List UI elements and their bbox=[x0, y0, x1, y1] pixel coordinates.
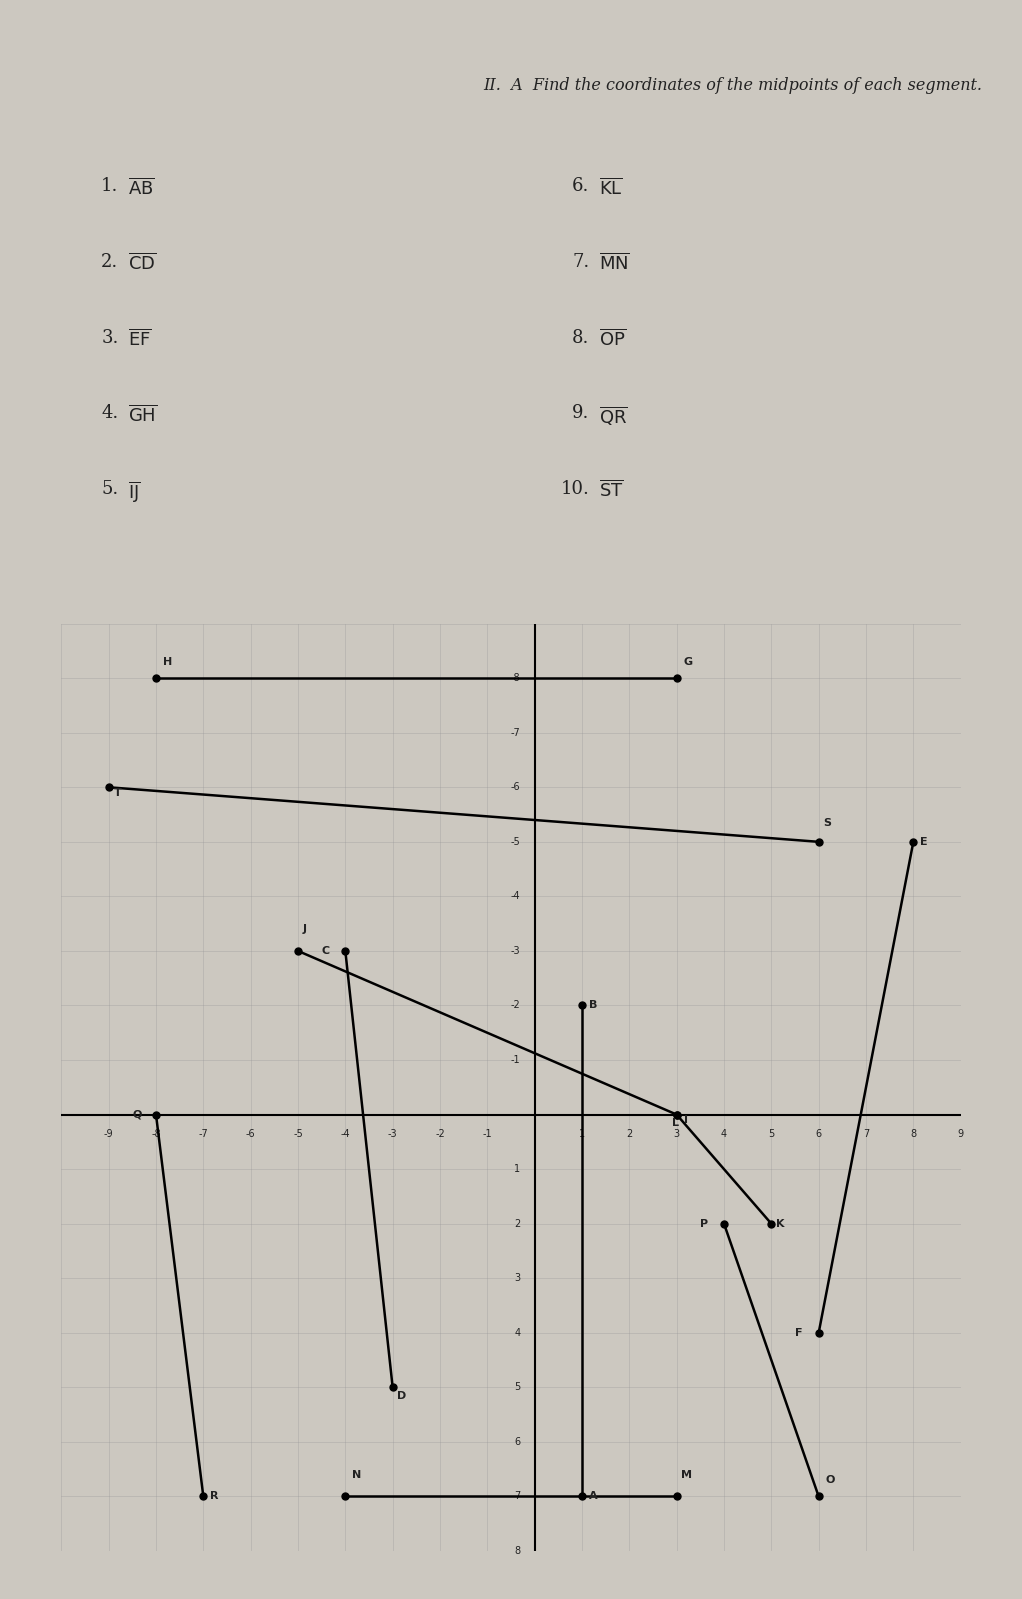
Text: 6.: 6. bbox=[572, 177, 590, 195]
Text: E: E bbox=[921, 836, 928, 847]
Text: -5: -5 bbox=[511, 836, 520, 847]
Text: I: I bbox=[684, 1115, 688, 1126]
Text: -8: -8 bbox=[151, 1129, 160, 1138]
Text: 2.: 2. bbox=[101, 253, 119, 272]
Text: 1.: 1. bbox=[101, 177, 119, 195]
Text: 4.: 4. bbox=[101, 405, 119, 422]
Text: 5.: 5. bbox=[101, 480, 119, 497]
Text: N: N bbox=[353, 1469, 362, 1479]
Text: R: R bbox=[211, 1492, 219, 1501]
Text: $\overline{\rm GH}$: $\overline{\rm GH}$ bbox=[129, 405, 157, 425]
Text: K: K bbox=[776, 1218, 785, 1228]
Text: A: A bbox=[589, 1492, 598, 1501]
Text: 4: 4 bbox=[721, 1129, 727, 1138]
Text: 7: 7 bbox=[863, 1129, 869, 1138]
Text: 4: 4 bbox=[514, 1327, 520, 1338]
Text: 3.: 3. bbox=[101, 329, 119, 347]
Text: 9: 9 bbox=[958, 1129, 964, 1138]
Text: M: M bbox=[682, 1469, 693, 1479]
Text: -4: -4 bbox=[340, 1129, 351, 1138]
Text: 1: 1 bbox=[578, 1129, 585, 1138]
Text: 6: 6 bbox=[816, 1129, 822, 1138]
Text: $\overline{\rm KL}$: $\overline{\rm KL}$ bbox=[599, 177, 623, 198]
Text: -3: -3 bbox=[511, 947, 520, 956]
Text: 8.: 8. bbox=[572, 329, 590, 347]
Text: 3: 3 bbox=[514, 1273, 520, 1284]
Text: -7: -7 bbox=[198, 1129, 208, 1138]
Text: G: G bbox=[684, 657, 693, 667]
Text: D: D bbox=[398, 1391, 407, 1401]
Text: 6: 6 bbox=[514, 1438, 520, 1447]
Text: L: L bbox=[671, 1118, 679, 1127]
Text: $\overline{\rm MN}$: $\overline{\rm MN}$ bbox=[599, 253, 631, 273]
Text: -6: -6 bbox=[246, 1129, 256, 1138]
Text: $\overline{\rm ST}$: $\overline{\rm ST}$ bbox=[599, 480, 623, 500]
Text: P: P bbox=[700, 1218, 708, 1228]
Text: 2: 2 bbox=[626, 1129, 633, 1138]
Text: $\overline{\rm IJ}$: $\overline{\rm IJ}$ bbox=[129, 480, 141, 505]
Text: -6: -6 bbox=[511, 782, 520, 792]
Text: 3: 3 bbox=[673, 1129, 680, 1138]
Text: $\overline{\rm QR}$: $\overline{\rm QR}$ bbox=[599, 405, 628, 427]
Text: -4: -4 bbox=[511, 891, 520, 902]
Text: T: T bbox=[113, 788, 122, 798]
Text: -9: -9 bbox=[104, 1129, 113, 1138]
Text: J: J bbox=[303, 924, 307, 934]
Text: 2: 2 bbox=[514, 1218, 520, 1228]
Text: 5: 5 bbox=[514, 1383, 520, 1393]
Text: C: C bbox=[322, 947, 330, 956]
Text: $\overline{\rm AB}$: $\overline{\rm AB}$ bbox=[129, 177, 155, 198]
Text: S: S bbox=[824, 817, 832, 828]
Text: -1: -1 bbox=[511, 1055, 520, 1065]
Text: II.  A  Find the coordinates of the midpoints of each segment.: II. A Find the coordinates of the midpoi… bbox=[483, 77, 982, 94]
Text: -8: -8 bbox=[511, 673, 520, 683]
Text: B: B bbox=[589, 1001, 598, 1011]
Text: 7.: 7. bbox=[572, 253, 590, 272]
Text: 5: 5 bbox=[769, 1129, 775, 1138]
Text: 8: 8 bbox=[911, 1129, 917, 1138]
Text: -5: -5 bbox=[293, 1129, 303, 1138]
Text: 7: 7 bbox=[514, 1492, 520, 1501]
Text: -2: -2 bbox=[511, 1001, 520, 1011]
Text: $\overline{\rm OP}$: $\overline{\rm OP}$ bbox=[599, 329, 626, 350]
Text: -2: -2 bbox=[435, 1129, 445, 1138]
Text: H: H bbox=[164, 657, 173, 667]
Text: 10.: 10. bbox=[561, 480, 590, 497]
Text: -3: -3 bbox=[388, 1129, 398, 1138]
Text: -7: -7 bbox=[511, 728, 520, 737]
Text: F: F bbox=[795, 1327, 802, 1338]
Text: 8: 8 bbox=[514, 1546, 520, 1556]
Text: $\overline{\rm CD}$: $\overline{\rm CD}$ bbox=[129, 253, 156, 273]
Text: -1: -1 bbox=[482, 1129, 493, 1138]
Text: $\overline{\rm EF}$: $\overline{\rm EF}$ bbox=[129, 329, 152, 350]
Text: Q: Q bbox=[132, 1110, 142, 1119]
Text: O: O bbox=[826, 1476, 835, 1485]
Text: 1: 1 bbox=[514, 1164, 520, 1174]
Text: 9.: 9. bbox=[572, 405, 590, 422]
